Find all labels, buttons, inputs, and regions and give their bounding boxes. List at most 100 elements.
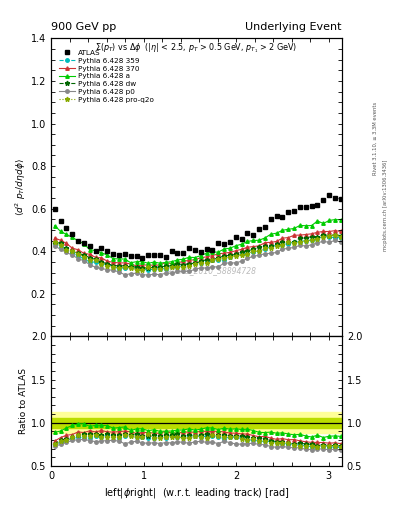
Pythia 6.428 pro-q2o (64, 247, 69, 253)
Pythia 6.428 pro-q2o (88, 257, 92, 263)
Pythia 6.428 a (210, 249, 215, 255)
Pythia 6.428 370 (70, 245, 75, 251)
Pythia 6.428 pro-q2o (251, 248, 255, 254)
Pythia 6.428 pro-q2o (140, 267, 145, 273)
Pythia 6.428 359 (129, 264, 133, 270)
Pythia 6.428 p0 (181, 268, 185, 274)
Pythia 6.428 370 (82, 250, 86, 257)
Pythia 6.428 359 (327, 234, 332, 240)
Pythia 6.428 dw (175, 261, 180, 267)
Pythia 6.428 dw (105, 261, 110, 267)
Pythia 6.428 a (76, 238, 81, 244)
Pythia 6.428 pro-q2o (52, 240, 57, 246)
Line: Pythia 6.428 dw: Pythia 6.428 dw (52, 232, 343, 270)
Pythia 6.428 dw (263, 243, 267, 249)
Pythia 6.428 p0 (123, 272, 127, 278)
Pythia 6.428 dw (286, 239, 291, 245)
Pythia 6.428 pro-q2o (274, 243, 279, 249)
Pythia 6.428 370 (286, 234, 291, 241)
Bar (51, 412, 342, 433)
Pythia 6.428 p0 (292, 244, 296, 250)
Pythia 6.428 p0 (210, 264, 215, 270)
Pythia 6.428 pro-q2o (263, 245, 267, 251)
Pythia 6.428 370 (105, 258, 110, 264)
Pythia 6.428 370 (111, 259, 116, 265)
Pythia 6.428 pro-q2o (303, 238, 308, 244)
Line: Pythia 6.428 a: Pythia 6.428 a (53, 218, 343, 265)
Pythia 6.428 pro-q2o (257, 248, 261, 254)
Pythia 6.428 359 (123, 265, 127, 271)
Text: ATLAS_2010_S8894728: ATLAS_2010_S8894728 (166, 266, 256, 275)
Pythia 6.428 p0 (70, 252, 75, 258)
Pythia 6.428 pro-q2o (146, 264, 151, 270)
Pythia 6.428 pro-q2o (70, 248, 75, 254)
Pythia 6.428 370 (210, 252, 215, 259)
Pythia 6.428 370 (158, 262, 162, 268)
Pythia 6.428 370 (58, 237, 63, 243)
Pythia 6.428 370 (315, 229, 320, 236)
Pythia 6.428 a (216, 249, 220, 255)
Pythia 6.428 a (193, 254, 197, 261)
Pythia 6.428 dw (152, 264, 156, 270)
Pythia 6.428 a (257, 237, 261, 243)
Pythia 6.428 pro-q2o (210, 257, 215, 263)
Pythia 6.428 dw (52, 240, 57, 246)
Pythia 6.428 pro-q2o (298, 239, 302, 245)
Pythia 6.428 dw (58, 240, 63, 246)
Pythia 6.428 370 (216, 251, 220, 257)
Pythia 6.428 a (245, 239, 250, 245)
Pythia 6.428 p0 (169, 270, 174, 276)
Pythia 6.428 359 (146, 267, 151, 273)
Pythia 6.428 dw (99, 259, 104, 265)
Pythia 6.428 dw (222, 253, 226, 259)
Pythia 6.428 p0 (117, 269, 121, 275)
Pythia 6.428 a (198, 252, 203, 259)
Pythia 6.428 a (187, 254, 191, 260)
Pythia 6.428 370 (263, 240, 267, 246)
Pythia 6.428 359 (70, 250, 75, 256)
Pythia 6.428 a (263, 235, 267, 241)
Text: Rivet 3.1.10, ≥ 3.3M events: Rivet 3.1.10, ≥ 3.3M events (373, 101, 378, 175)
Pythia 6.428 370 (338, 228, 343, 234)
Line: Pythia 6.428 p0: Pythia 6.428 p0 (53, 239, 343, 277)
Pythia 6.428 pro-q2o (204, 261, 209, 267)
Pythia 6.428 a (315, 218, 320, 224)
Text: $\Sigma(p_T)$ vs $\Delta\phi$  ($|\eta|$ < 2.5, $p_T$ > 0.5 GeV, $p_{T_1}$ > 2 G: $\Sigma(p_T)$ vs $\Delta\phi$ ($|\eta|$ … (95, 41, 298, 55)
Pythia 6.428 p0 (332, 238, 337, 244)
Pythia 6.428 dw (187, 261, 191, 267)
Text: 900 GeV pp: 900 GeV pp (51, 22, 116, 32)
Pythia 6.428 370 (280, 235, 285, 241)
Pythia 6.428 dw (274, 241, 279, 247)
Pythia 6.428 p0 (88, 262, 92, 268)
Pythia 6.428 dw (321, 231, 326, 238)
Pythia 6.428 p0 (58, 246, 63, 252)
Pythia 6.428 pro-q2o (321, 234, 326, 240)
Pythia 6.428 p0 (245, 255, 250, 262)
Pythia 6.428 370 (76, 247, 81, 253)
Pythia 6.428 370 (239, 246, 244, 252)
Pythia 6.428 dw (181, 262, 185, 268)
Pythia 6.428 370 (175, 260, 180, 266)
Pythia 6.428 dw (239, 249, 244, 255)
Pythia 6.428 p0 (52, 243, 57, 249)
Pythia 6.428 dw (292, 239, 296, 245)
Pythia 6.428 370 (181, 258, 185, 264)
Pythia 6.428 a (88, 247, 92, 253)
Pythia 6.428 370 (204, 254, 209, 260)
Pythia 6.428 370 (64, 240, 69, 246)
Pythia 6.428 p0 (239, 258, 244, 264)
Pythia 6.428 dw (216, 255, 220, 261)
Pythia 6.428 a (82, 241, 86, 247)
Pythia 6.428 dw (298, 235, 302, 241)
Pythia 6.428 dw (268, 243, 273, 249)
Pythia 6.428 p0 (187, 268, 191, 274)
Pythia 6.428 dw (140, 265, 145, 271)
Pythia 6.428 a (338, 217, 343, 223)
Pythia 6.428 370 (146, 262, 151, 268)
Pythia 6.428 p0 (152, 271, 156, 277)
Pythia 6.428 dw (332, 231, 337, 238)
Pythia 6.428 a (280, 227, 285, 233)
Pythia 6.428 370 (187, 258, 191, 264)
Pythia 6.428 a (52, 223, 57, 229)
Pythia 6.428 a (274, 230, 279, 236)
